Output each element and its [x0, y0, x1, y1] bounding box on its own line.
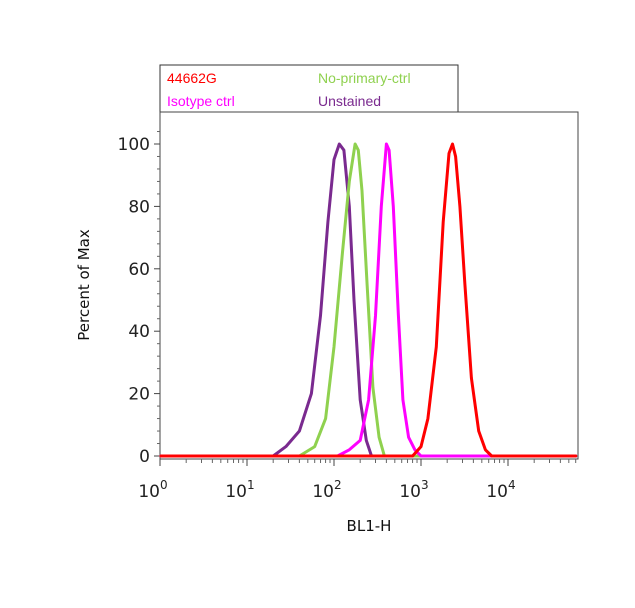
x-tick-label: 104: [486, 478, 515, 502]
legend-frame: [159, 64, 459, 113]
x-tick-label: 102: [312, 478, 341, 502]
y-tick-label: 20: [128, 385, 150, 405]
legend-item-no-primary-ctrl: No-primary-ctrl: [318, 70, 411, 86]
y-tick-label: 80: [128, 197, 150, 217]
legend-item-44662g: 44662G: [167, 70, 217, 86]
y-tick-label: 60: [128, 260, 150, 280]
x-tick-label: 103: [399, 478, 428, 502]
legend-item-isotype-ctrl: Isotype ctrl: [167, 93, 235, 109]
y-tick-label: 100: [118, 135, 150, 155]
legend-item-unstained: Unstained: [318, 93, 381, 109]
legend: 44662G No-primary-ctrl Isotype ctrl Unst…: [159, 64, 459, 113]
x-tick-label: 100: [138, 478, 167, 502]
x-tick-label: 101: [225, 478, 254, 502]
y-axis-label: Percent of Max: [75, 229, 93, 341]
y-tick-label: 40: [128, 322, 150, 342]
x-axis-label: BL1-H: [347, 517, 392, 535]
series-line-44662g: [159, 142, 578, 458]
plot-area-frame: [159, 111, 579, 460]
series-lines: [159, 142, 578, 458]
series-line-no-primary-ctrl: [159, 142, 578, 458]
axis-ticks: 0 20 40 60 80 100 100 101 102 103 104: [118, 131, 577, 502]
y-tick-label: 0: [139, 447, 150, 467]
series-line-isotype-ctrl: [159, 142, 578, 458]
